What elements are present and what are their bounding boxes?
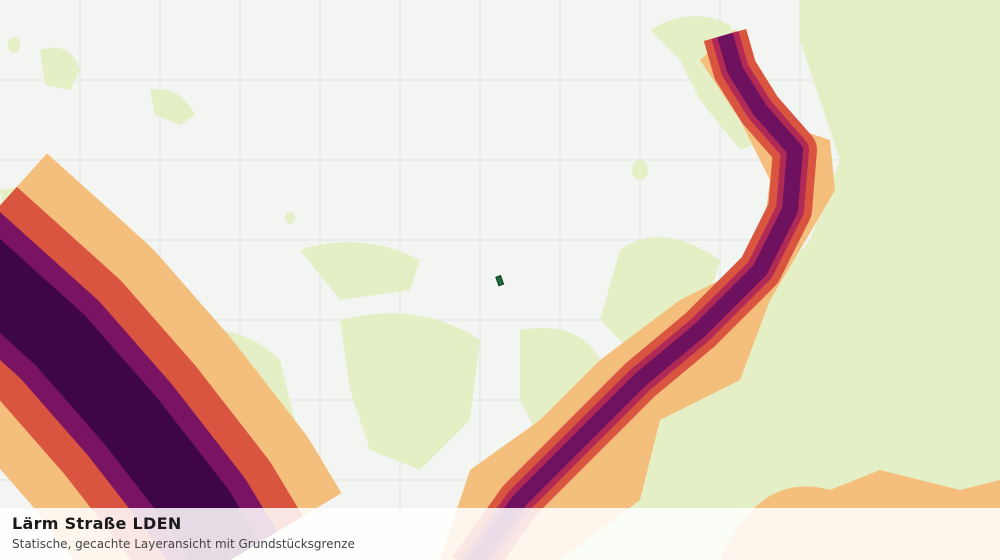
noise-area xyxy=(632,160,648,180)
noise-area xyxy=(340,313,480,470)
noise-area xyxy=(8,37,20,53)
parcel-boundary xyxy=(495,274,505,287)
noise-area xyxy=(40,47,80,90)
noise-band xyxy=(467,32,803,560)
noise-area xyxy=(150,89,195,125)
road-noise-right xyxy=(452,28,817,560)
map-subtitle: Statische, gecachte Layeransicht mit Gru… xyxy=(12,537,355,551)
info-panel: Lärm Straße LDEN Statische, gecachte Lay… xyxy=(0,508,1000,560)
noise-area xyxy=(285,212,295,224)
noise-area xyxy=(300,242,420,300)
noise-area xyxy=(440,30,835,560)
map-title: Lärm Straße LDEN xyxy=(12,514,182,533)
